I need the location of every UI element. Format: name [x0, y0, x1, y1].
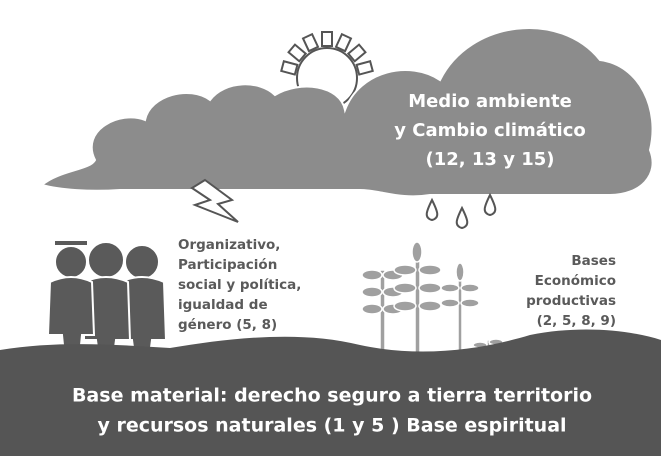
illustration: Medio ambiente y Cambio climático (12, 1… — [0, 0, 661, 456]
ground-text: y recursos naturales (1 y 5 ) Base espir… — [97, 415, 566, 437]
cloud-text: (12, 13 y 15) — [426, 149, 555, 170]
page: Medio ambiente y Cambio climático (12, 1… — [0, 0, 661, 456]
left-label: Participación — [178, 257, 277, 273]
left-label: Organizativo, — [178, 237, 280, 253]
left-label: género (5, 8) — [178, 317, 277, 333]
plants — [362, 242, 503, 360]
right-label: (2, 5, 8, 9) — [537, 313, 616, 329]
ground-text: Base material: derecho seguro a tierra t… — [72, 385, 592, 407]
people — [48, 240, 166, 355]
left-label: igualdad de — [178, 297, 268, 313]
right-label: productivas — [526, 293, 616, 309]
raindrops — [427, 195, 496, 228]
right-label: Bases — [571, 253, 616, 269]
right-label: Económico — [535, 273, 616, 289]
cloud-text: y Cambio climático — [394, 120, 586, 141]
left-label: social y política, — [178, 277, 301, 293]
cloud-text: Medio ambiente — [408, 91, 572, 112]
